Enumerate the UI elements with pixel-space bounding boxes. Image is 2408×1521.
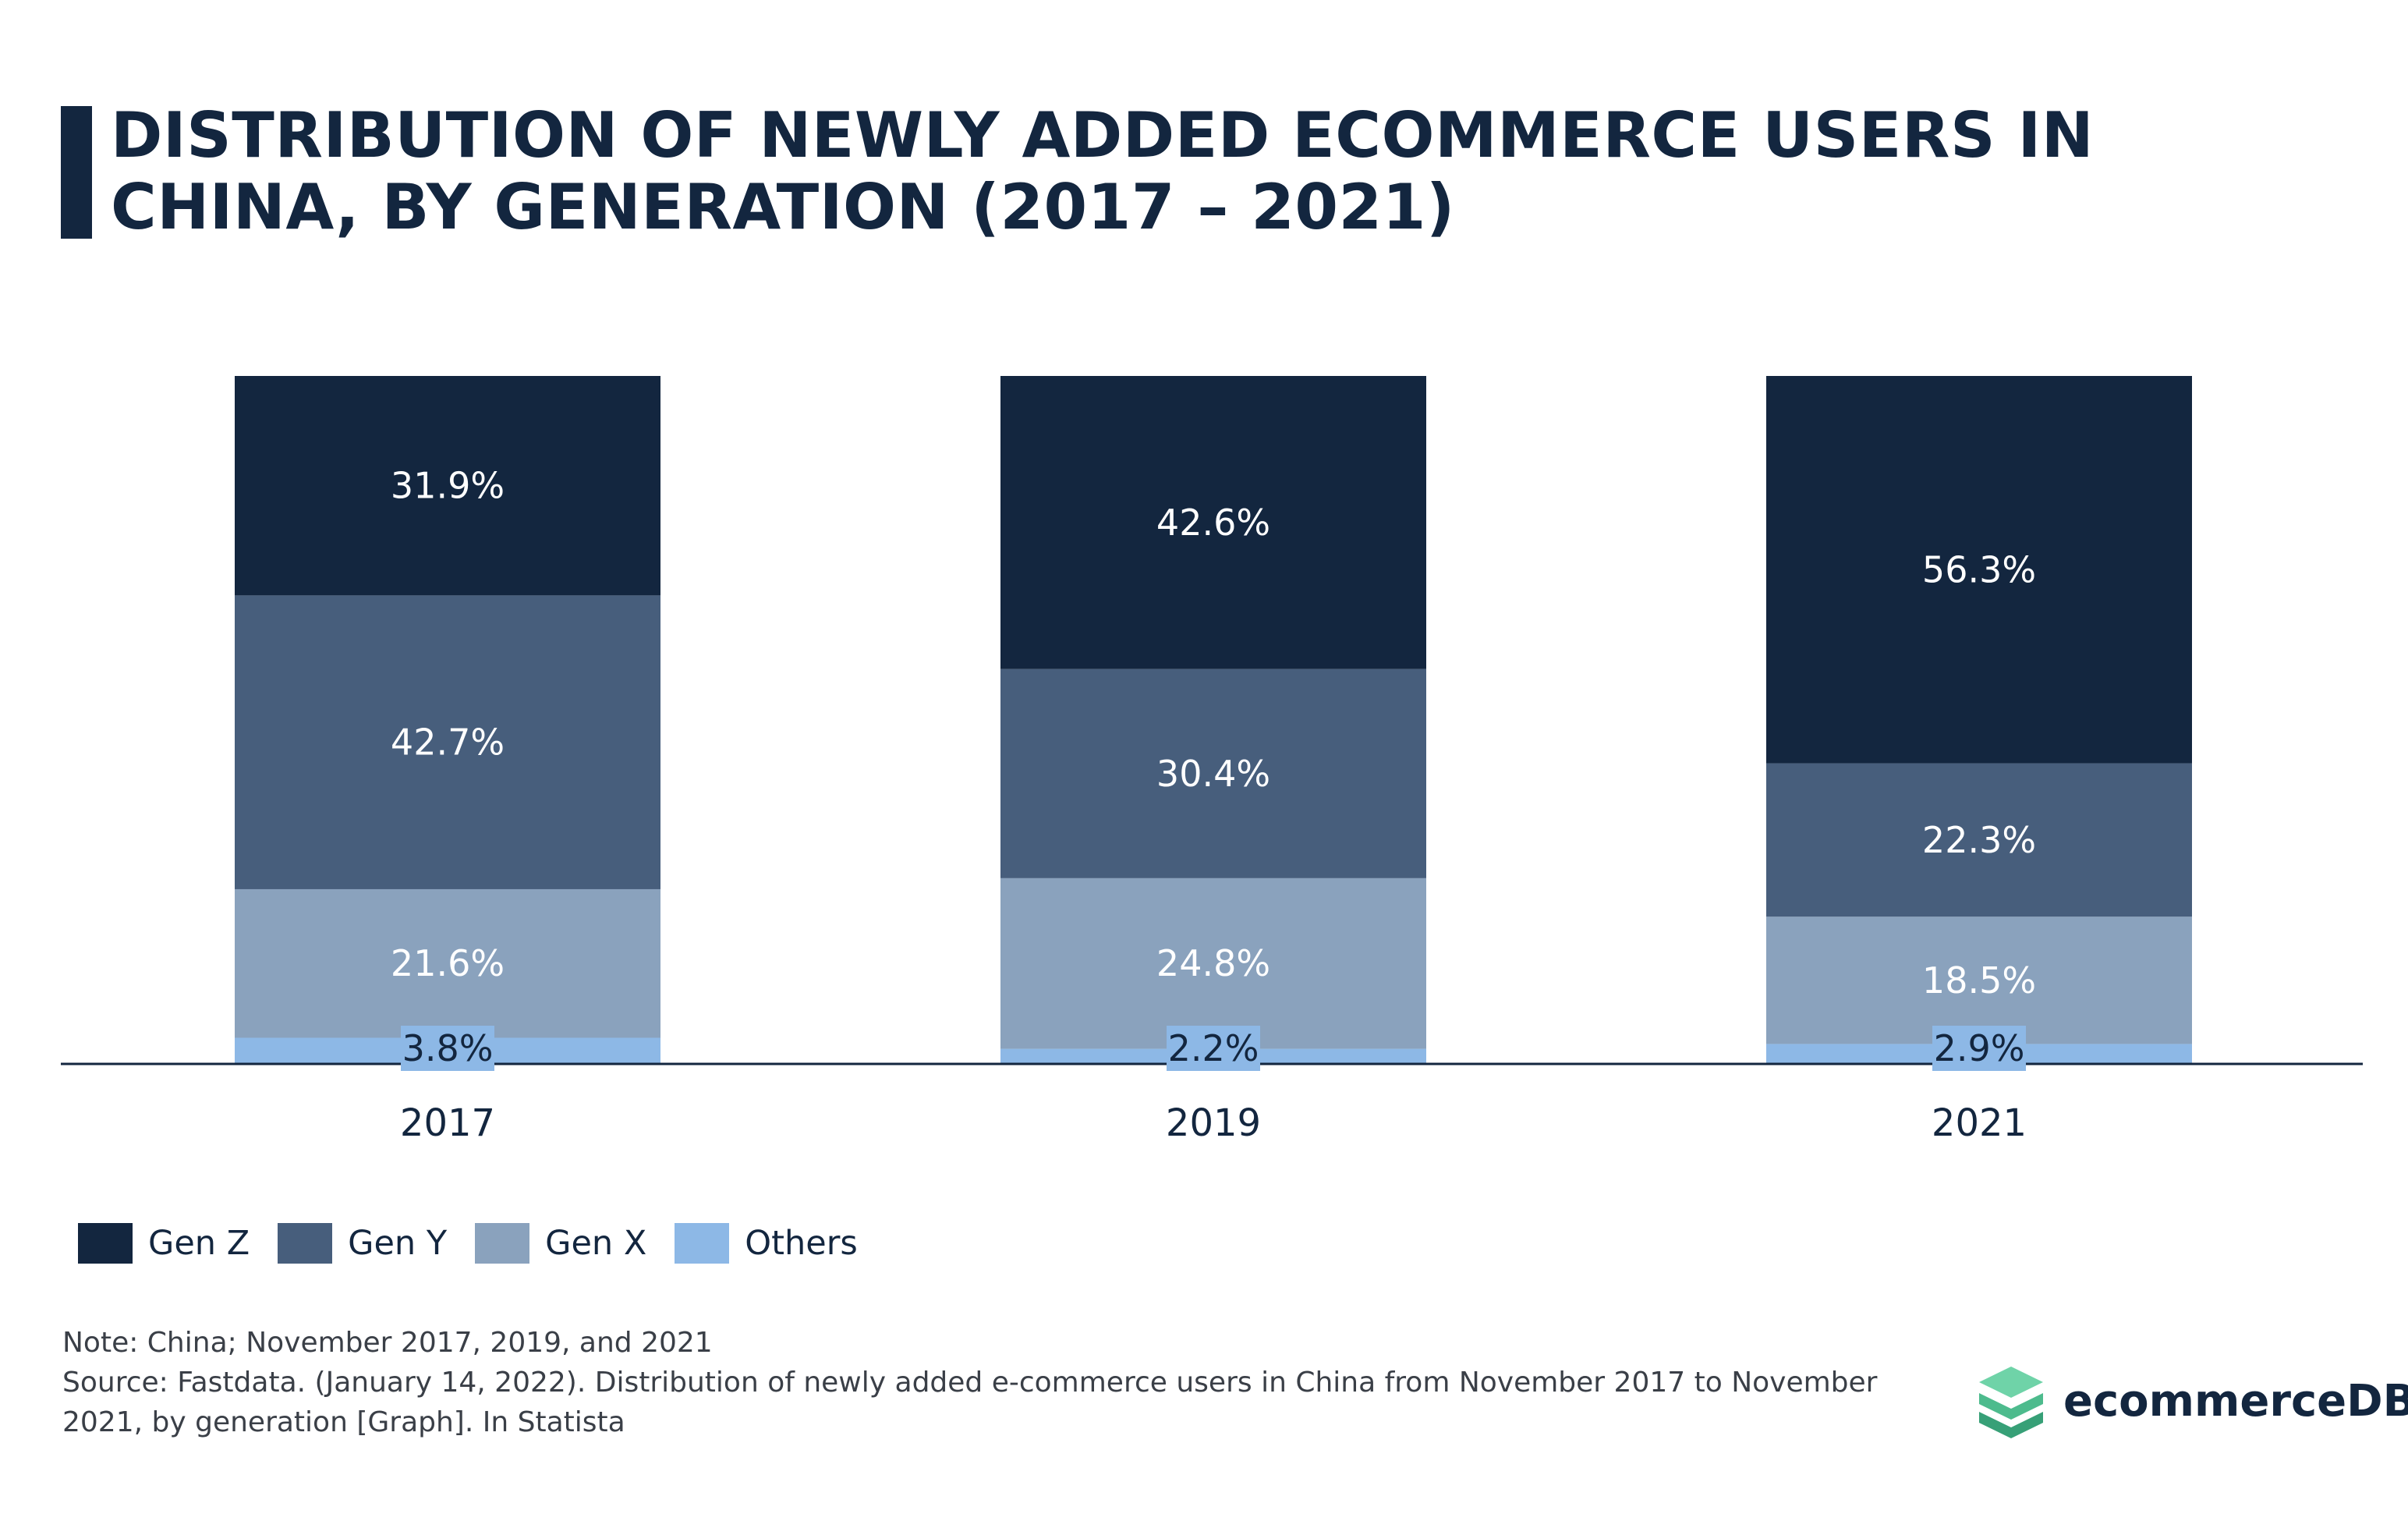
data-label-gen-y-2019: 30.4% <box>1156 753 1270 795</box>
data-label-box-others-2019 <box>1167 1026 1260 1071</box>
legend-swatch-others <box>675 1223 730 1264</box>
legend-item-gen-z: Gen Z <box>78 1223 250 1264</box>
data-label-others-2019: 2.2% <box>1168 1027 1259 1069</box>
legend-item-others: Others <box>675 1223 858 1264</box>
legend-label-others: Others <box>745 1224 858 1263</box>
bar-gen-y-2021 <box>1766 763 2192 917</box>
stacked-layers-logo-icon <box>1979 1367 2043 1438</box>
title-accent-bar <box>61 106 92 239</box>
legend-item-gen-x: Gen X <box>475 1223 646 1264</box>
bar-gen-z-2017 <box>235 376 660 596</box>
legend-swatch-gen-z <box>78 1223 133 1264</box>
data-labels-group: 3.8% 21.6% 42.7% 31.9% 2.2% 24.8% 30.4% 42.6% 2.… <box>391 465 2036 1071</box>
data-label-others-2017: 3.8% <box>402 1027 494 1069</box>
legend-label-gen-x: Gen X <box>545 1224 647 1263</box>
bar-gen-x-2019 <box>1000 878 1426 1049</box>
bar-gen-x-2017 <box>235 888 660 1038</box>
data-label-gen-x-2021: 18.5% <box>1922 959 2036 1002</box>
data-label-gen-y-2017: 42.7% <box>391 722 505 764</box>
bar-gen-z-2019 <box>1000 376 1426 669</box>
source-text: Source: Fastdata. (January 14, 2022). Di… <box>62 1367 1878 1438</box>
x-tick-label-2017: 2017 <box>400 1101 495 1145</box>
data-label-box-others-2021 <box>1932 1026 2026 1071</box>
brand-name: ecommerceDB <box>2063 1375 2408 1427</box>
data-label-gen-z-2021: 56.3% <box>1922 548 2036 590</box>
x-tick-label-2019: 2019 <box>1166 1101 1261 1145</box>
chart-title: DISTRIBUTION OF NEWLY ADDED ECOMMERCE US… <box>111 99 2095 243</box>
bars-group <box>235 376 2192 1064</box>
legend-swatch-gen-x <box>475 1223 530 1264</box>
legend-label-gen-y: Gen Y <box>348 1224 448 1263</box>
data-label-gen-x-2017: 21.6% <box>391 942 505 984</box>
bar-gen-y-2019 <box>1000 668 1426 878</box>
bar-gen-y-2017 <box>235 595 660 889</box>
data-label-gen-y-2021: 22.3% <box>1922 819 2036 861</box>
data-label-gen-z-2019: 42.6% <box>1156 502 1270 544</box>
legend-label-gen-z: Gen Z <box>148 1224 250 1263</box>
note-text: Note: China; November 2017, 2019, and 20… <box>62 1327 713 1359</box>
chart-legend: Gen Z Gen Y Gen X Others <box>78 1223 886 1264</box>
bar-gen-x-2021 <box>1766 916 2192 1044</box>
data-label-gen-x-2019: 24.8% <box>1156 942 1270 984</box>
legend-item-gen-y: Gen Y <box>278 1223 447 1264</box>
brand-mark: ecommerceDB <box>1976 1363 2408 1438</box>
bar-gen-z-2021 <box>1766 376 2192 764</box>
data-label-box-others-2017 <box>401 1026 494 1071</box>
footnote: Note: China; November 2017, 2019, and 20… <box>62 1323 1965 1442</box>
stacked-bar-chart: 2017 2019 2021 3.8% 21.6% 42.7% 31.9% 2.2% 24.8%… <box>61 376 2363 1145</box>
data-label-gen-z-2017: 31.9% <box>391 465 505 507</box>
data-label-others-2021: 2.9% <box>1934 1027 2025 1069</box>
x-tick-label-2021: 2021 <box>1932 1101 2027 1145</box>
legend-swatch-gen-y <box>278 1223 333 1264</box>
